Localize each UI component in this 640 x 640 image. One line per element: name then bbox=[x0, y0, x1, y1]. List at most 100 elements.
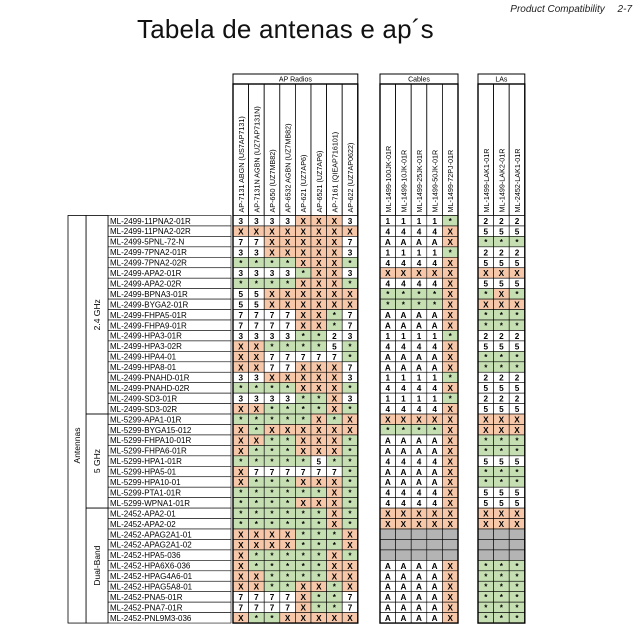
cable-cell-value: * bbox=[402, 301, 406, 310]
ap-cell-value: X bbox=[300, 614, 306, 623]
la-cell-value: * bbox=[484, 593, 488, 602]
ap-cell-value: X bbox=[316, 447, 322, 456]
cable-cell-value: X bbox=[447, 447, 453, 456]
ap-cell-value: * bbox=[239, 259, 243, 268]
ap-cell-value: * bbox=[348, 478, 352, 487]
cable-cell-value: A bbox=[416, 614, 422, 623]
cable-cell-value: 1 bbox=[401, 248, 406, 257]
cable-cell-value: A bbox=[416, 562, 422, 571]
cable-cell-value: * bbox=[433, 301, 437, 310]
la-cell bbox=[477, 528, 494, 540]
antenna-name: ML-2499-HPA4-01 bbox=[110, 353, 177, 362]
antenna-name: ML-2452-APAG2A1-01 bbox=[110, 530, 192, 539]
ap-cell-value: X bbox=[316, 248, 322, 257]
ap-cell-value: * bbox=[348, 405, 352, 414]
cable-cell-value: 1 bbox=[386, 248, 391, 257]
la-cell-value: 2 bbox=[515, 332, 520, 341]
ap-cell-value: 5 bbox=[317, 457, 322, 466]
cable-cell-value: A bbox=[400, 353, 406, 362]
la-cell-value: 5 bbox=[515, 457, 520, 466]
ap-cell-value: X bbox=[285, 238, 291, 247]
cable-cell-value: X bbox=[447, 478, 453, 487]
antenna-name: ML-5299-PTA1-01R bbox=[110, 488, 181, 497]
ap-cell-value: X bbox=[332, 238, 338, 247]
ap-cell-value: * bbox=[270, 551, 274, 560]
ap-cell-value: * bbox=[270, 436, 274, 445]
ap-cell-value: * bbox=[317, 541, 321, 550]
la-cell-value: 5 bbox=[515, 499, 520, 508]
cable-cell-value: X bbox=[401, 520, 407, 529]
cable-cell-value: 4 bbox=[432, 489, 437, 498]
ap-cell-value: * bbox=[286, 478, 290, 487]
cable-cell-value: 4 bbox=[401, 227, 406, 236]
ap-cell-value: 7 bbox=[254, 604, 259, 613]
ap-cell-value: * bbox=[286, 416, 290, 425]
cable-cell-value: X bbox=[447, 426, 453, 435]
cable-cell-value: * bbox=[433, 426, 437, 435]
ap-cell-value: 5 bbox=[332, 342, 337, 351]
cable-cell bbox=[379, 528, 396, 540]
cable-cell-value: 1 bbox=[417, 217, 422, 226]
la-cell-value: 5 bbox=[484, 384, 489, 393]
ap-cell-value: X bbox=[254, 436, 260, 445]
ap-cell-value: X bbox=[238, 436, 244, 445]
la-cell-value: * bbox=[484, 572, 488, 581]
ap-cell-value: 7 bbox=[317, 353, 322, 362]
ap-cell-value: X bbox=[347, 541, 353, 550]
cable-cell-value: X bbox=[447, 614, 453, 623]
ap-cell-value: X bbox=[316, 259, 322, 268]
ap-cell-value: * bbox=[317, 332, 321, 341]
la-cell-value: 2 bbox=[499, 248, 504, 257]
cable-cell-value: 4 bbox=[386, 259, 391, 268]
ap-cell-value: * bbox=[333, 541, 337, 550]
ap-cell-value: * bbox=[348, 384, 352, 393]
cable-cell bbox=[410, 549, 428, 561]
ap-cell-value: X bbox=[238, 530, 244, 539]
ap-cell-value: * bbox=[333, 604, 337, 613]
cable-cell-value: X bbox=[447, 280, 453, 289]
ap-cell-value: X bbox=[254, 583, 260, 592]
ap-cell-value: X bbox=[316, 311, 322, 320]
cable-cell-value: * bbox=[417, 426, 421, 435]
ap-cell-value: X bbox=[238, 562, 244, 571]
ap-cell-value: 7 bbox=[270, 311, 275, 320]
antenna-name: ML-5299-APA1-01R bbox=[110, 415, 182, 424]
ap-cell-value: X bbox=[332, 562, 338, 571]
ap-cell-value: * bbox=[286, 520, 290, 529]
ap-cell-value: X bbox=[269, 227, 275, 236]
ap-cell-value: * bbox=[239, 280, 243, 289]
ap-cell-value: * bbox=[348, 551, 352, 560]
cable-cell bbox=[410, 539, 428, 551]
cable-cell-value: A bbox=[416, 583, 422, 592]
la-cell bbox=[493, 539, 510, 551]
cable-cell-value: X bbox=[416, 416, 422, 425]
cable-cell-value: 4 bbox=[386, 405, 391, 414]
ap-cell-value: 3 bbox=[285, 217, 290, 226]
ap-cell-value: * bbox=[239, 510, 243, 519]
cable-cell-value: A bbox=[385, 614, 391, 623]
ap-cell-value: X bbox=[285, 227, 291, 236]
ap-cell-value: * bbox=[302, 562, 306, 571]
antenna-name: ML-2452-HPAG5A8-01 bbox=[110, 583, 193, 592]
cable-col-header: ML-1499-72PJ-01R bbox=[446, 150, 455, 213]
cable-cell-value: A bbox=[432, 468, 438, 477]
cable-cell-value: X bbox=[447, 311, 453, 320]
ap-cell-value: * bbox=[255, 614, 259, 623]
cables-header-label: Cables bbox=[408, 77, 430, 84]
cable-cell-value: 4 bbox=[417, 280, 422, 289]
ap-cell-value: 3 bbox=[254, 374, 259, 383]
ap-cell-value: 7 bbox=[254, 311, 259, 320]
cable-cell-value: A bbox=[416, 353, 422, 362]
ap-cell-value: 7 bbox=[270, 363, 275, 372]
cable-cell-value: 4 bbox=[401, 259, 406, 268]
cable-cell-value: * bbox=[386, 301, 390, 310]
ap-cell-value: * bbox=[255, 489, 259, 498]
cable-cell-value: A bbox=[432, 238, 438, 247]
cable-cell bbox=[410, 528, 428, 540]
ap-cell-value: X bbox=[332, 290, 338, 299]
ap-cell-value: X bbox=[332, 259, 338, 268]
ap-cell-value: X bbox=[316, 238, 322, 247]
cable-cell-value: 4 bbox=[401, 489, 406, 498]
cable-cell-value: X bbox=[447, 593, 453, 602]
las-header-label: LAs bbox=[495, 77, 508, 84]
